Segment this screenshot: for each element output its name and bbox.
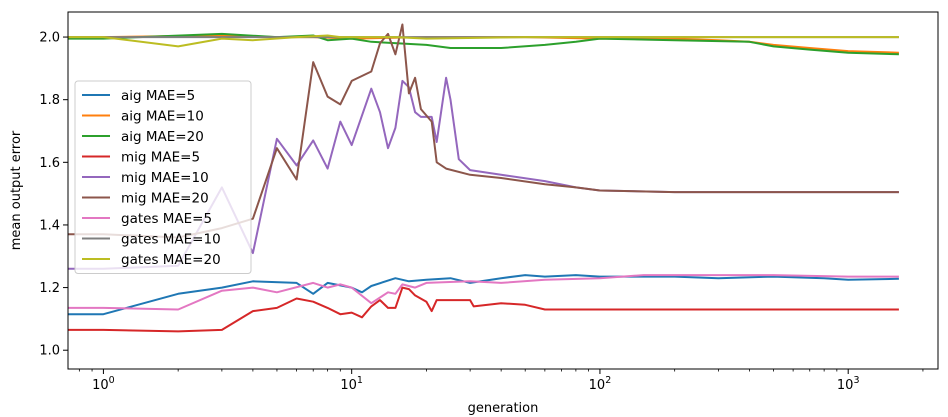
series-line-5 (68, 23, 899, 239)
x-tick-label: 101 (340, 375, 363, 393)
y-tick-label: 1.2 (39, 281, 60, 296)
y-tick-label: 2.0 (39, 31, 60, 46)
y-tick-label: 1.4 (39, 218, 60, 233)
x-tick-label: 102 (589, 375, 612, 393)
legend-label: mig MAE=5 (121, 150, 200, 166)
series-line-3 (68, 286, 899, 333)
legend-label: aig MAE=10 (121, 109, 204, 125)
legend-label: aig MAE=20 (121, 129, 204, 145)
x-axis-label: generation (468, 401, 539, 416)
legend-label: gates MAE=10 (121, 232, 221, 248)
x-axis: 100 101 102 103 (78, 369, 924, 393)
legend-frame (74, 80, 252, 274)
series-line-6 (68, 274, 899, 311)
series-line-0 (68, 274, 899, 316)
y-tick-label: 1.6 (39, 156, 60, 171)
legend-label: gates MAE=20 (121, 252, 221, 268)
legend-label: mig MAE=20 (121, 191, 209, 207)
y-axis-label: mean output error (9, 130, 24, 250)
y-axis: 1.0 1.2 1.4 1.6 1.8 2.0 (39, 31, 68, 359)
x-tick-label: 100 (92, 375, 115, 393)
series-line-4 (68, 76, 899, 270)
y-tick-label: 1.0 (39, 344, 60, 359)
legend: aig MAE=5 aig MAE=10 aig MAE=20 mig MAE=5 mi… (74, 80, 252, 274)
plot-frame (67, 11, 939, 370)
series-line-8 (68, 34, 899, 48)
series-layer (68, 23, 899, 333)
y-tick-label: 1.8 (39, 93, 60, 108)
x-tick-label: 103 (837, 375, 860, 393)
legend-label: aig MAE=5 (121, 88, 195, 104)
legend-label: gates MAE=5 (121, 211, 212, 227)
legend-label: mig MAE=10 (121, 170, 209, 186)
